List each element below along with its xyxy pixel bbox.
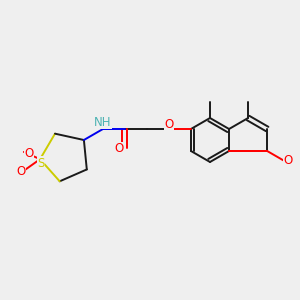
Text: O: O [284, 154, 293, 167]
Text: O: O [16, 165, 25, 178]
Text: S: S [38, 157, 45, 170]
Text: O: O [164, 118, 174, 130]
Text: NH: NH [94, 116, 112, 128]
Text: O: O [114, 142, 124, 155]
Text: O: O [24, 147, 34, 161]
